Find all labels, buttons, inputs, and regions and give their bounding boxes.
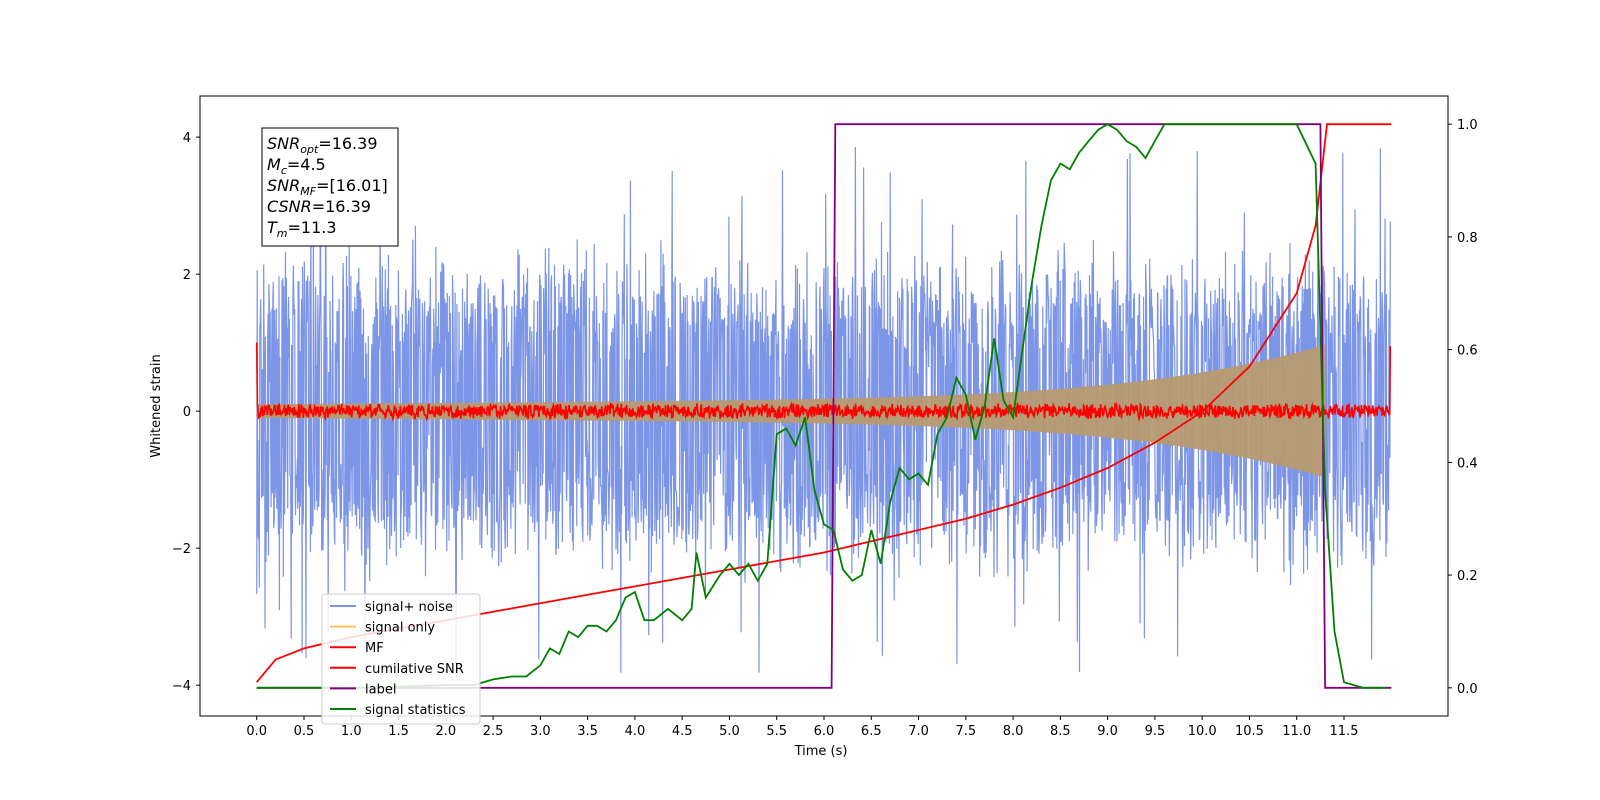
info-box-frame: [261, 127, 399, 247]
x-tick-label: 7.0: [908, 724, 929, 739]
x-axis: 0.0 0.5 1.0 1.5 2.0 2.5 3.0 3.5 4.0 4.5 5.0 5.5 6.0 6…: [246, 716, 1358, 739]
x-tick-label: 10.5: [1235, 724, 1264, 739]
info-symbol: T: [267, 218, 278, 237]
series-signal-statistics: [256, 123, 1387, 689]
legend-label: label: [365, 682, 396, 697]
x-axis-label: Time (s): [794, 744, 848, 759]
legend-label: MF: [365, 641, 384, 656]
legend-frame: [321, 593, 481, 725]
x-tick-label: 9.0: [1097, 724, 1118, 739]
right-y-tick-label: 0.2: [1457, 569, 1478, 584]
legend-label: cumilative SNR: [365, 662, 464, 677]
y-axis: 4 2 0 −2 −4: [172, 131, 200, 694]
info-value: =[16.01]: [316, 176, 388, 195]
x-tick-label: 11.0: [1282, 724, 1311, 739]
info-line: Mc=4.5: [267, 155, 326, 177]
legend-label: signal only: [365, 621, 435, 636]
y-axis-label: Whitened strain: [149, 354, 164, 457]
info-line: Tm=11.3: [267, 218, 337, 240]
y-tick-label: −4: [172, 679, 191, 694]
x-tick-label: 3.5: [577, 724, 598, 739]
x-tick-label: 2.0: [435, 724, 456, 739]
x-tick-label: 0.5: [294, 724, 315, 739]
info-value: =11.3: [288, 218, 337, 237]
legend-label: signal statistics: [365, 703, 466, 718]
right-y-axis: 1.0 0.8 0.6 0.4 0.2 0.0: [1448, 118, 1478, 697]
x-tick-label: 3.0: [530, 724, 551, 739]
info-value: =16.39: [312, 197, 371, 216]
info-subscript: MF: [300, 185, 316, 198]
x-tick-label: 10.0: [1188, 724, 1217, 739]
right-y-tick-label: 1.0: [1457, 118, 1478, 133]
x-tick-label: 6.5: [861, 724, 882, 739]
y-tick-label: −2: [172, 542, 191, 557]
info-subscript: c: [281, 164, 287, 177]
info-symbol: SNR: [267, 134, 300, 153]
x-tick-label: 8.0: [1003, 724, 1024, 739]
x-tick-label: 5.5: [766, 724, 787, 739]
legend: signal+ noise signal only MF cumilative SNR…: [321, 593, 481, 725]
x-tick-label: 8.5: [1050, 724, 1071, 739]
x-tick-label: 4.0: [625, 724, 646, 739]
legend-label: signal+ noise: [365, 600, 453, 615]
info-subscript: opt: [300, 143, 319, 156]
series-mf: [255, 342, 1392, 422]
y-tick-label: 0: [183, 405, 191, 420]
x-tick-label: 1.0: [341, 724, 362, 739]
info-box: SNRopt=16.39Mc=4.5SNRMF=[16.01]CSNR=16.3…: [261, 127, 399, 247]
x-tick-label: 7.5: [955, 724, 976, 739]
info-symbol: M: [267, 155, 281, 174]
info-line: CSNR=16.39: [267, 197, 371, 216]
x-tick-label: 11.5: [1330, 724, 1359, 739]
right-y-tick-label: 0.8: [1457, 231, 1478, 246]
x-tick-label: 2.5: [483, 724, 504, 739]
right-y-tick-label: 0.6: [1457, 344, 1478, 359]
y-tick-label: 2: [183, 268, 191, 283]
info-symbol: CSNR: [267, 197, 312, 216]
x-tick-label: 5.0: [719, 724, 740, 739]
y-tick-label: 4: [183, 131, 191, 146]
x-tick-label: 9.5: [1145, 724, 1166, 739]
series-label: [256, 123, 1392, 689]
info-value: =16.39: [318, 134, 377, 153]
x-tick-label: 4.5: [672, 724, 693, 739]
right-y-tick-label: 0.4: [1457, 456, 1478, 471]
info-line: SNRopt=16.39: [267, 134, 378, 156]
info-subscript: m: [277, 227, 288, 240]
right-y-tick-label: 0.0: [1457, 682, 1478, 697]
info-value: =4.5: [287, 155, 326, 174]
x-tick-label: 6.0: [814, 724, 835, 739]
info-symbol: SNR: [267, 176, 300, 195]
x-tick-label: 1.5: [388, 724, 409, 739]
series-signal-only: [256, 344, 1326, 478]
info-line: SNRMF=[16.01]: [267, 176, 388, 198]
x-tick-label: 0.0: [246, 724, 267, 739]
